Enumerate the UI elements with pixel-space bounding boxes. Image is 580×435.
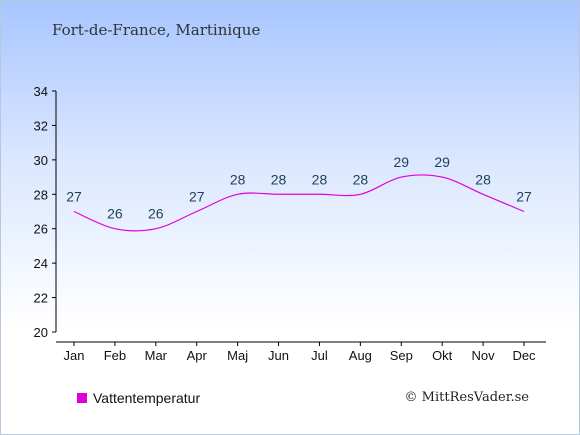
- x-tick-label: Okt: [432, 348, 453, 363]
- y-tick-label: 22: [34, 291, 48, 306]
- y-tick-label: 28: [34, 187, 48, 202]
- data-label: 27: [516, 189, 532, 205]
- data-label: 26: [107, 206, 123, 222]
- x-tick-label: Dec: [512, 348, 536, 363]
- y-tick-label: 30: [34, 153, 48, 168]
- x-tick-label: Feb: [104, 348, 126, 363]
- y-tick-label: 26: [34, 222, 48, 237]
- y-tick-label: 32: [34, 118, 48, 133]
- legend: Vattentemperatur: [77, 390, 200, 406]
- chart-title: Fort-de-France, Martinique: [52, 21, 261, 39]
- x-tick-label: Maj: [227, 348, 248, 363]
- series-vattentemperatur: [73, 174, 525, 232]
- data-label: 28: [475, 171, 491, 187]
- y-tick-label: 34: [34, 84, 48, 99]
- y-axis: 20 22 24 26 28 30 32 34: [34, 84, 57, 340]
- data-label: 29: [393, 154, 409, 170]
- data-label: 27: [189, 189, 205, 205]
- x-tick-label: Jan: [64, 348, 85, 363]
- x-tick-label: Aug: [349, 348, 372, 363]
- data-label: 26: [148, 206, 164, 222]
- data-label: 28: [271, 171, 287, 187]
- data-label: 28: [353, 171, 369, 187]
- legend-label: Vattentemperatur: [93, 390, 201, 406]
- x-tick-label: Sep: [390, 348, 413, 363]
- credit-text: © MittResVader.se: [404, 390, 529, 405]
- x-tick-label: Nov: [472, 348, 496, 363]
- legend-swatch: [77, 393, 87, 403]
- y-tick-label: 20: [34, 325, 48, 340]
- x-axis: Jan Feb Mar Apr Maj Jun Jul Aug Sep Okt Nov Dec: [56, 341, 546, 363]
- x-tick-label: Apr: [187, 348, 208, 363]
- data-label: 28: [312, 171, 328, 187]
- data-label: 29: [434, 154, 450, 170]
- x-tick-label: Jul: [311, 348, 328, 363]
- x-tick-label: Mar: [145, 348, 168, 363]
- data-label: 28: [230, 171, 246, 187]
- y-tick-label: 24: [34, 256, 48, 271]
- data-labels: 27 26 26 27 28 28 28 28 29 29 28 27: [66, 154, 532, 222]
- data-label: 27: [66, 189, 82, 205]
- series-line: [73, 174, 525, 232]
- x-tick-label: Jun: [268, 348, 289, 363]
